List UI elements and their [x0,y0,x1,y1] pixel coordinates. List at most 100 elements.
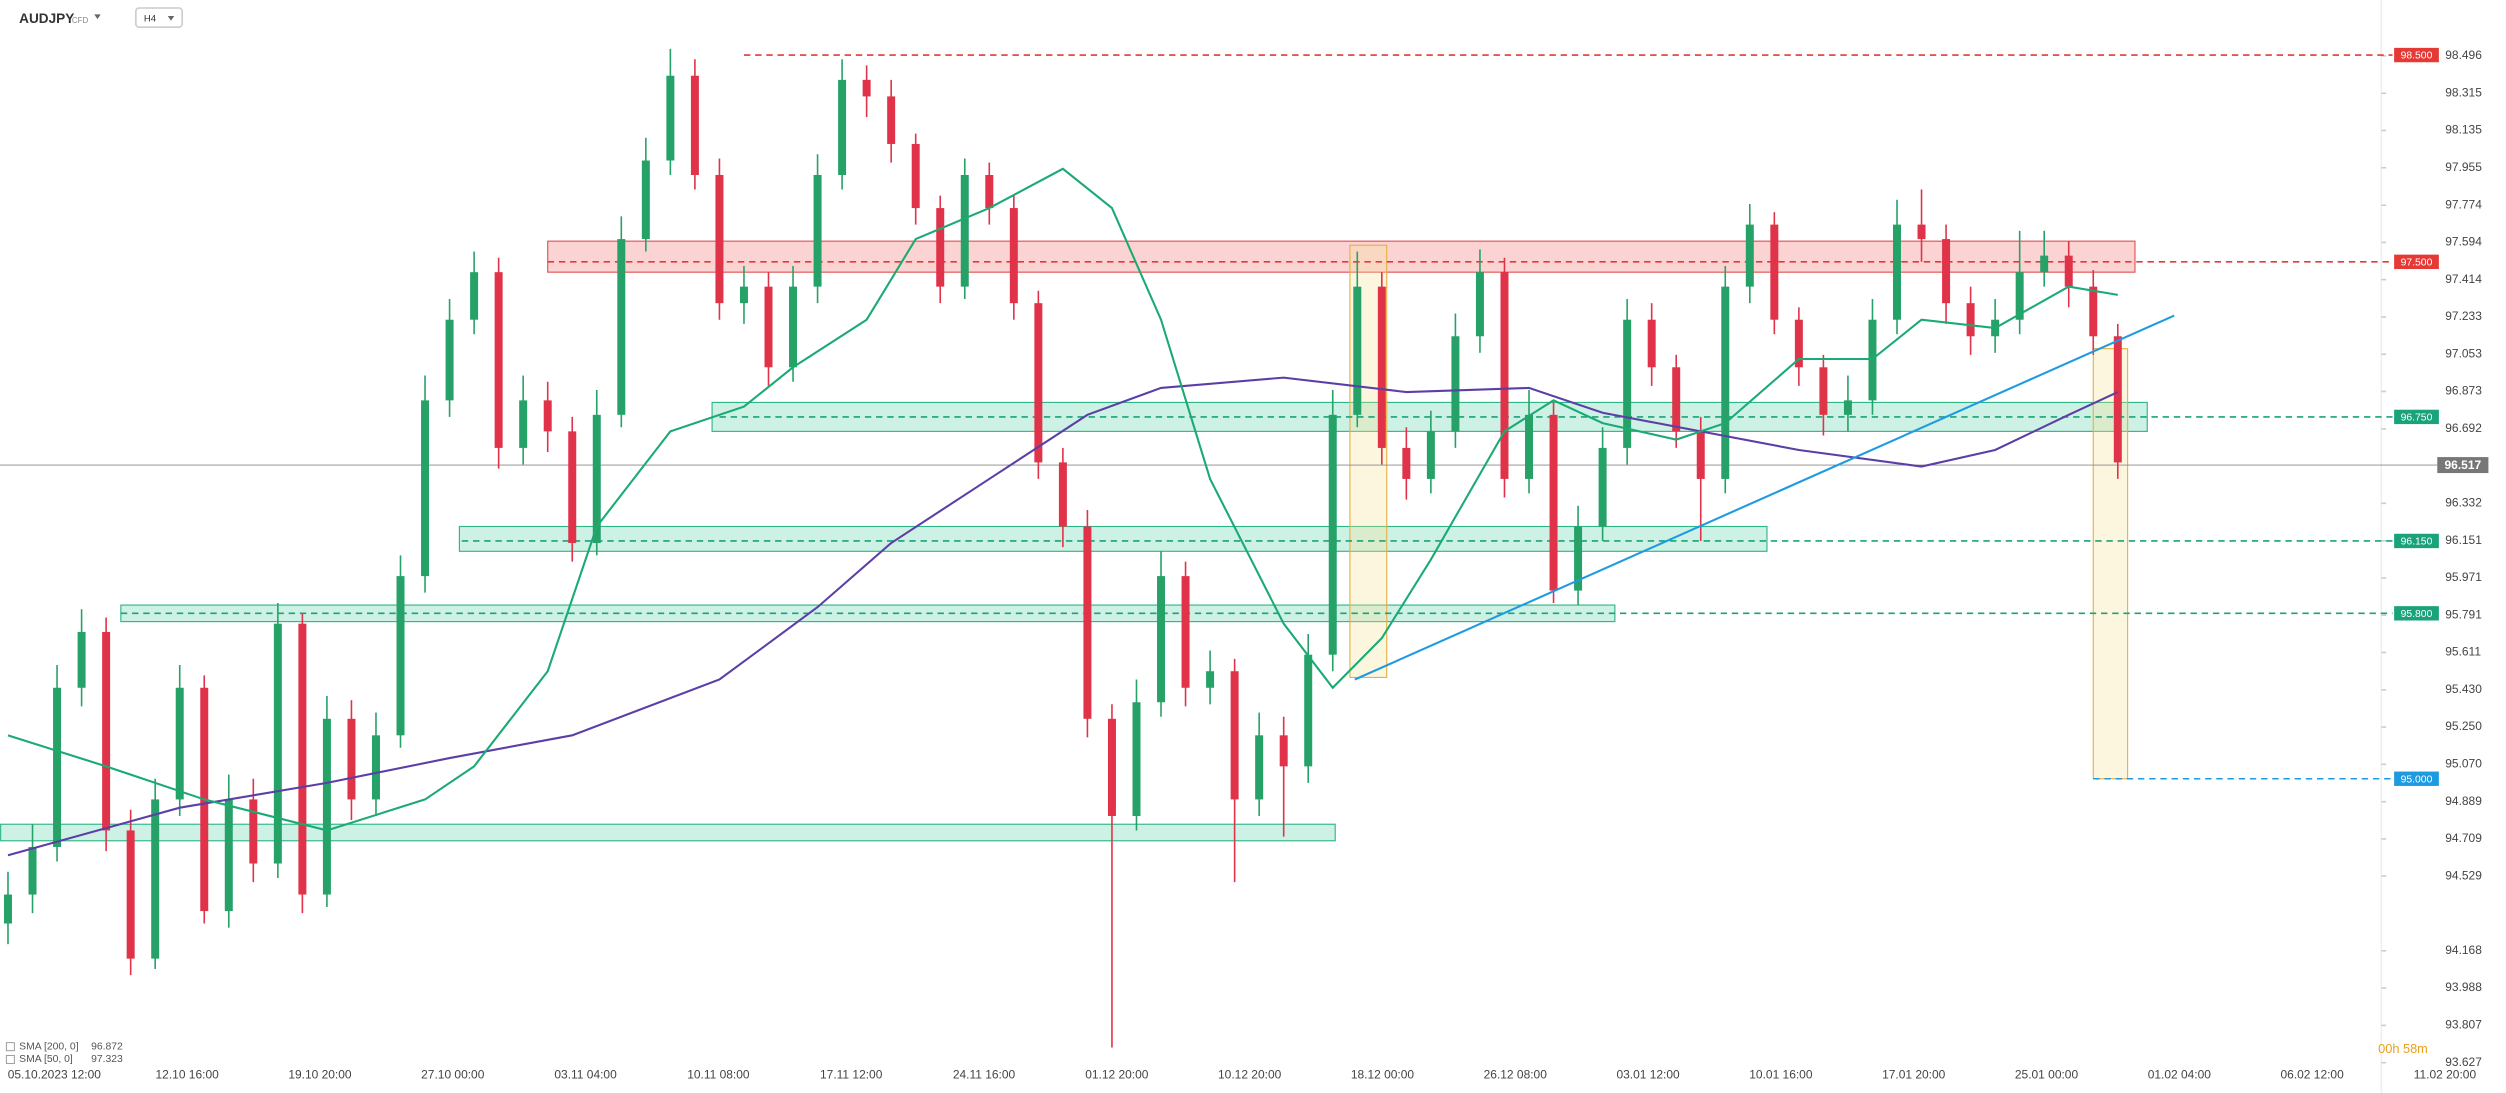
y-tick-label: 94.168 [2445,943,2482,957]
candle-body [1206,671,1215,688]
candle-body [1966,303,1975,337]
x-tick-label: 12.10 16:00 [156,1068,220,1082]
candle-body [494,272,503,448]
candle-body [396,576,405,736]
candle-body [1083,526,1092,719]
legend-name: SMA [50, 0] [19,1054,73,1065]
candle-body [175,687,184,800]
candle-body [960,174,969,287]
level-label: 98.500 [2401,51,2433,62]
candle-body [28,846,37,895]
candle-body [543,400,552,432]
x-tick-label: 10.12 20:00 [1218,1068,1282,1082]
candle-body [666,75,675,161]
symbol[interactable]: AUDJPY [19,11,74,26]
sma-line [7,167,2118,832]
candle-body [1525,414,1534,479]
y-tick-label: 93.807 [2445,1018,2482,1032]
candle-body [1034,303,1043,463]
candle-body [2089,286,2098,337]
candle-body [2015,272,2024,320]
candle-body [273,623,282,864]
level-label: 96.750 [2401,412,2433,423]
candle-body [936,208,945,287]
candle-body [1574,526,1583,591]
legend-value: 96.872 [91,1041,123,1052]
y-tick-label: 94.889 [2445,794,2482,808]
candle-body [298,623,307,895]
last-price-label: 96.517 [2445,458,2482,472]
x-tick-label: 25.01 00:00 [2015,1068,2079,1082]
timeframe-box[interactable] [135,7,183,28]
x-tick-label: 01.12 20:00 [1085,1068,1149,1082]
x-tick-label: 06.02 12:00 [2281,1068,2345,1082]
candle-body [1402,447,1411,479]
level-tag [2394,409,2439,425]
candle-body [690,75,699,175]
y-tick-label: 97.414 [2445,272,2482,286]
legend-swatch [5,1042,15,1052]
y-tick-label: 96.332 [2445,496,2482,510]
zone [2092,348,2129,780]
candle-body [224,799,233,912]
x-tick-label: 17.01 20:00 [1882,1068,1946,1082]
candle-body [249,799,258,864]
candle-body [77,631,86,688]
x-tick-label: 27.10 00:00 [421,1068,485,1082]
x-tick-label: 26.12 08:00 [1484,1068,1548,1082]
candle-body [445,319,454,401]
y-tick-label: 97.233 [2445,309,2482,323]
y-tick-label: 97.955 [2445,160,2482,174]
candle-body [1794,319,1803,368]
candle-body [862,79,871,97]
symbol-dropdown[interactable] [94,14,101,20]
candle-body [592,414,601,544]
candle-body [1549,414,1558,591]
candle-body [1304,654,1313,767]
candle-body [813,174,822,287]
zone [458,525,1768,552]
candle-body [1917,224,1926,240]
y-tick-label: 95.070 [2445,756,2482,770]
candle-body [1181,576,1190,688]
instrument-kind: CFD [72,16,89,25]
y-tick-label: 95.430 [2445,682,2482,696]
candle-body [1672,367,1681,432]
candle-body [1009,208,1018,304]
candle-body [1893,224,1901,320]
candle-body [739,286,748,304]
candle-body [617,239,626,415]
y-tick-label: 95.791 [2445,607,2482,621]
y-tick-label: 96.692 [2445,421,2482,435]
candle-body [53,687,62,847]
candle-body [2040,255,2049,273]
x-tick-label: 19.10 20:00 [288,1068,352,1082]
candle-body [2064,255,2073,287]
trendline [1354,314,2175,681]
y-tick-label: 94.529 [2445,868,2482,882]
candle-body [911,143,920,209]
candle-body [1353,286,1362,415]
y-tick-label: 97.774 [2445,197,2482,211]
level-tag [2394,606,2439,621]
candle-body [1500,272,1509,479]
candle-body [789,286,798,368]
x-tick-label: 01.02 04:00 [2148,1068,2212,1082]
candle-body [1132,702,1141,816]
candle-body [322,718,331,895]
y-tick-label: 95.611 [2445,645,2481,659]
level-tag [2394,47,2439,63]
y-tick-label: 96.873 [2445,384,2482,398]
x-tick-label: 03.01 12:00 [1616,1068,1680,1082]
timeframe[interactable]: H4 [144,14,157,25]
candle-body [1770,224,1779,320]
candle-body [1230,671,1239,800]
y-tick-label: 95.971 [2445,570,2482,584]
level-label: 95.000 [2401,774,2433,785]
candle-body [715,174,724,304]
y-tick-label: 93.627 [2445,1055,2482,1069]
candle-body [3,894,12,924]
legend-name: SMA [200, 0] [19,1041,79,1052]
candle-body [838,79,847,175]
